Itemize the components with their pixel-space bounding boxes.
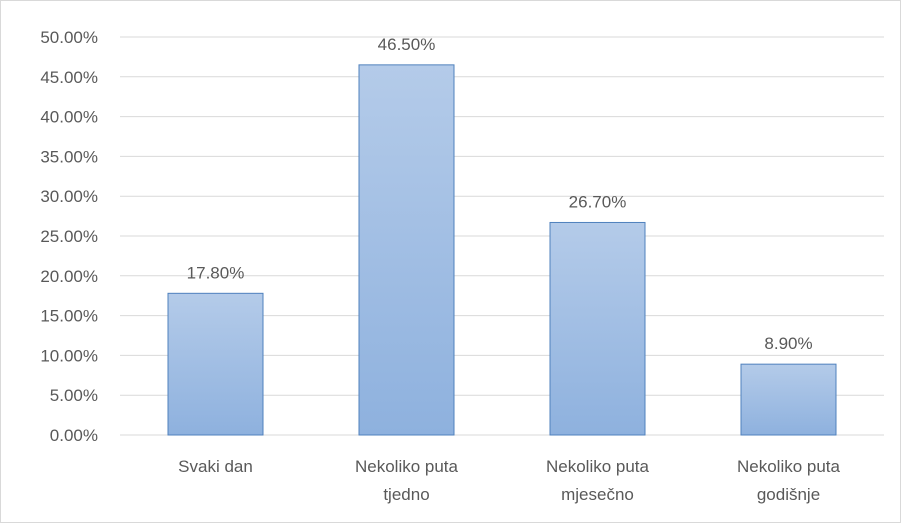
y-tick-label: 5.00% bbox=[50, 386, 98, 405]
y-tick-label: 40.00% bbox=[40, 108, 98, 127]
y-tick-label: 15.00% bbox=[40, 307, 98, 326]
data-label: 26.70% bbox=[569, 192, 627, 211]
y-tick-label: 50.00% bbox=[40, 28, 98, 47]
data-labels: 17.80% 46.50% 26.70% 8.90% bbox=[187, 35, 813, 353]
data-label: 8.90% bbox=[764, 334, 812, 353]
y-tick-label: 10.00% bbox=[40, 346, 98, 365]
y-tick-label: 20.00% bbox=[40, 267, 98, 286]
data-label: 46.50% bbox=[378, 35, 436, 54]
y-tick-label: 25.00% bbox=[40, 227, 98, 246]
x-category-label: Nekoliko puta tjedno bbox=[355, 457, 459, 504]
x-category-label: Nekoliko puta mjesečno bbox=[546, 457, 650, 504]
bars bbox=[167, 64, 837, 436]
x-category-label: Nekoliko puta godišnje bbox=[737, 457, 841, 504]
y-tick-label: 35.00% bbox=[40, 147, 98, 166]
x-axis-categories: Svaki dan Nekoliko puta tjedno Nekoliko put… bbox=[178, 457, 840, 504]
y-tick-label: 0.00% bbox=[50, 426, 98, 445]
data-label: 17.80% bbox=[187, 263, 245, 282]
y-axis-ticks: 0.00% 5.00% 10.00% 15.00% 20.00% 25.00% 30.00%… bbox=[40, 28, 98, 445]
bar bbox=[549, 221, 646, 436]
bar bbox=[358, 64, 455, 436]
bar bbox=[740, 363, 837, 436]
y-tick-label: 45.00% bbox=[40, 68, 98, 87]
y-tick-label: 30.00% bbox=[40, 187, 98, 206]
x-category-label: Svaki dan bbox=[178, 457, 253, 476]
bar bbox=[167, 292, 264, 436]
